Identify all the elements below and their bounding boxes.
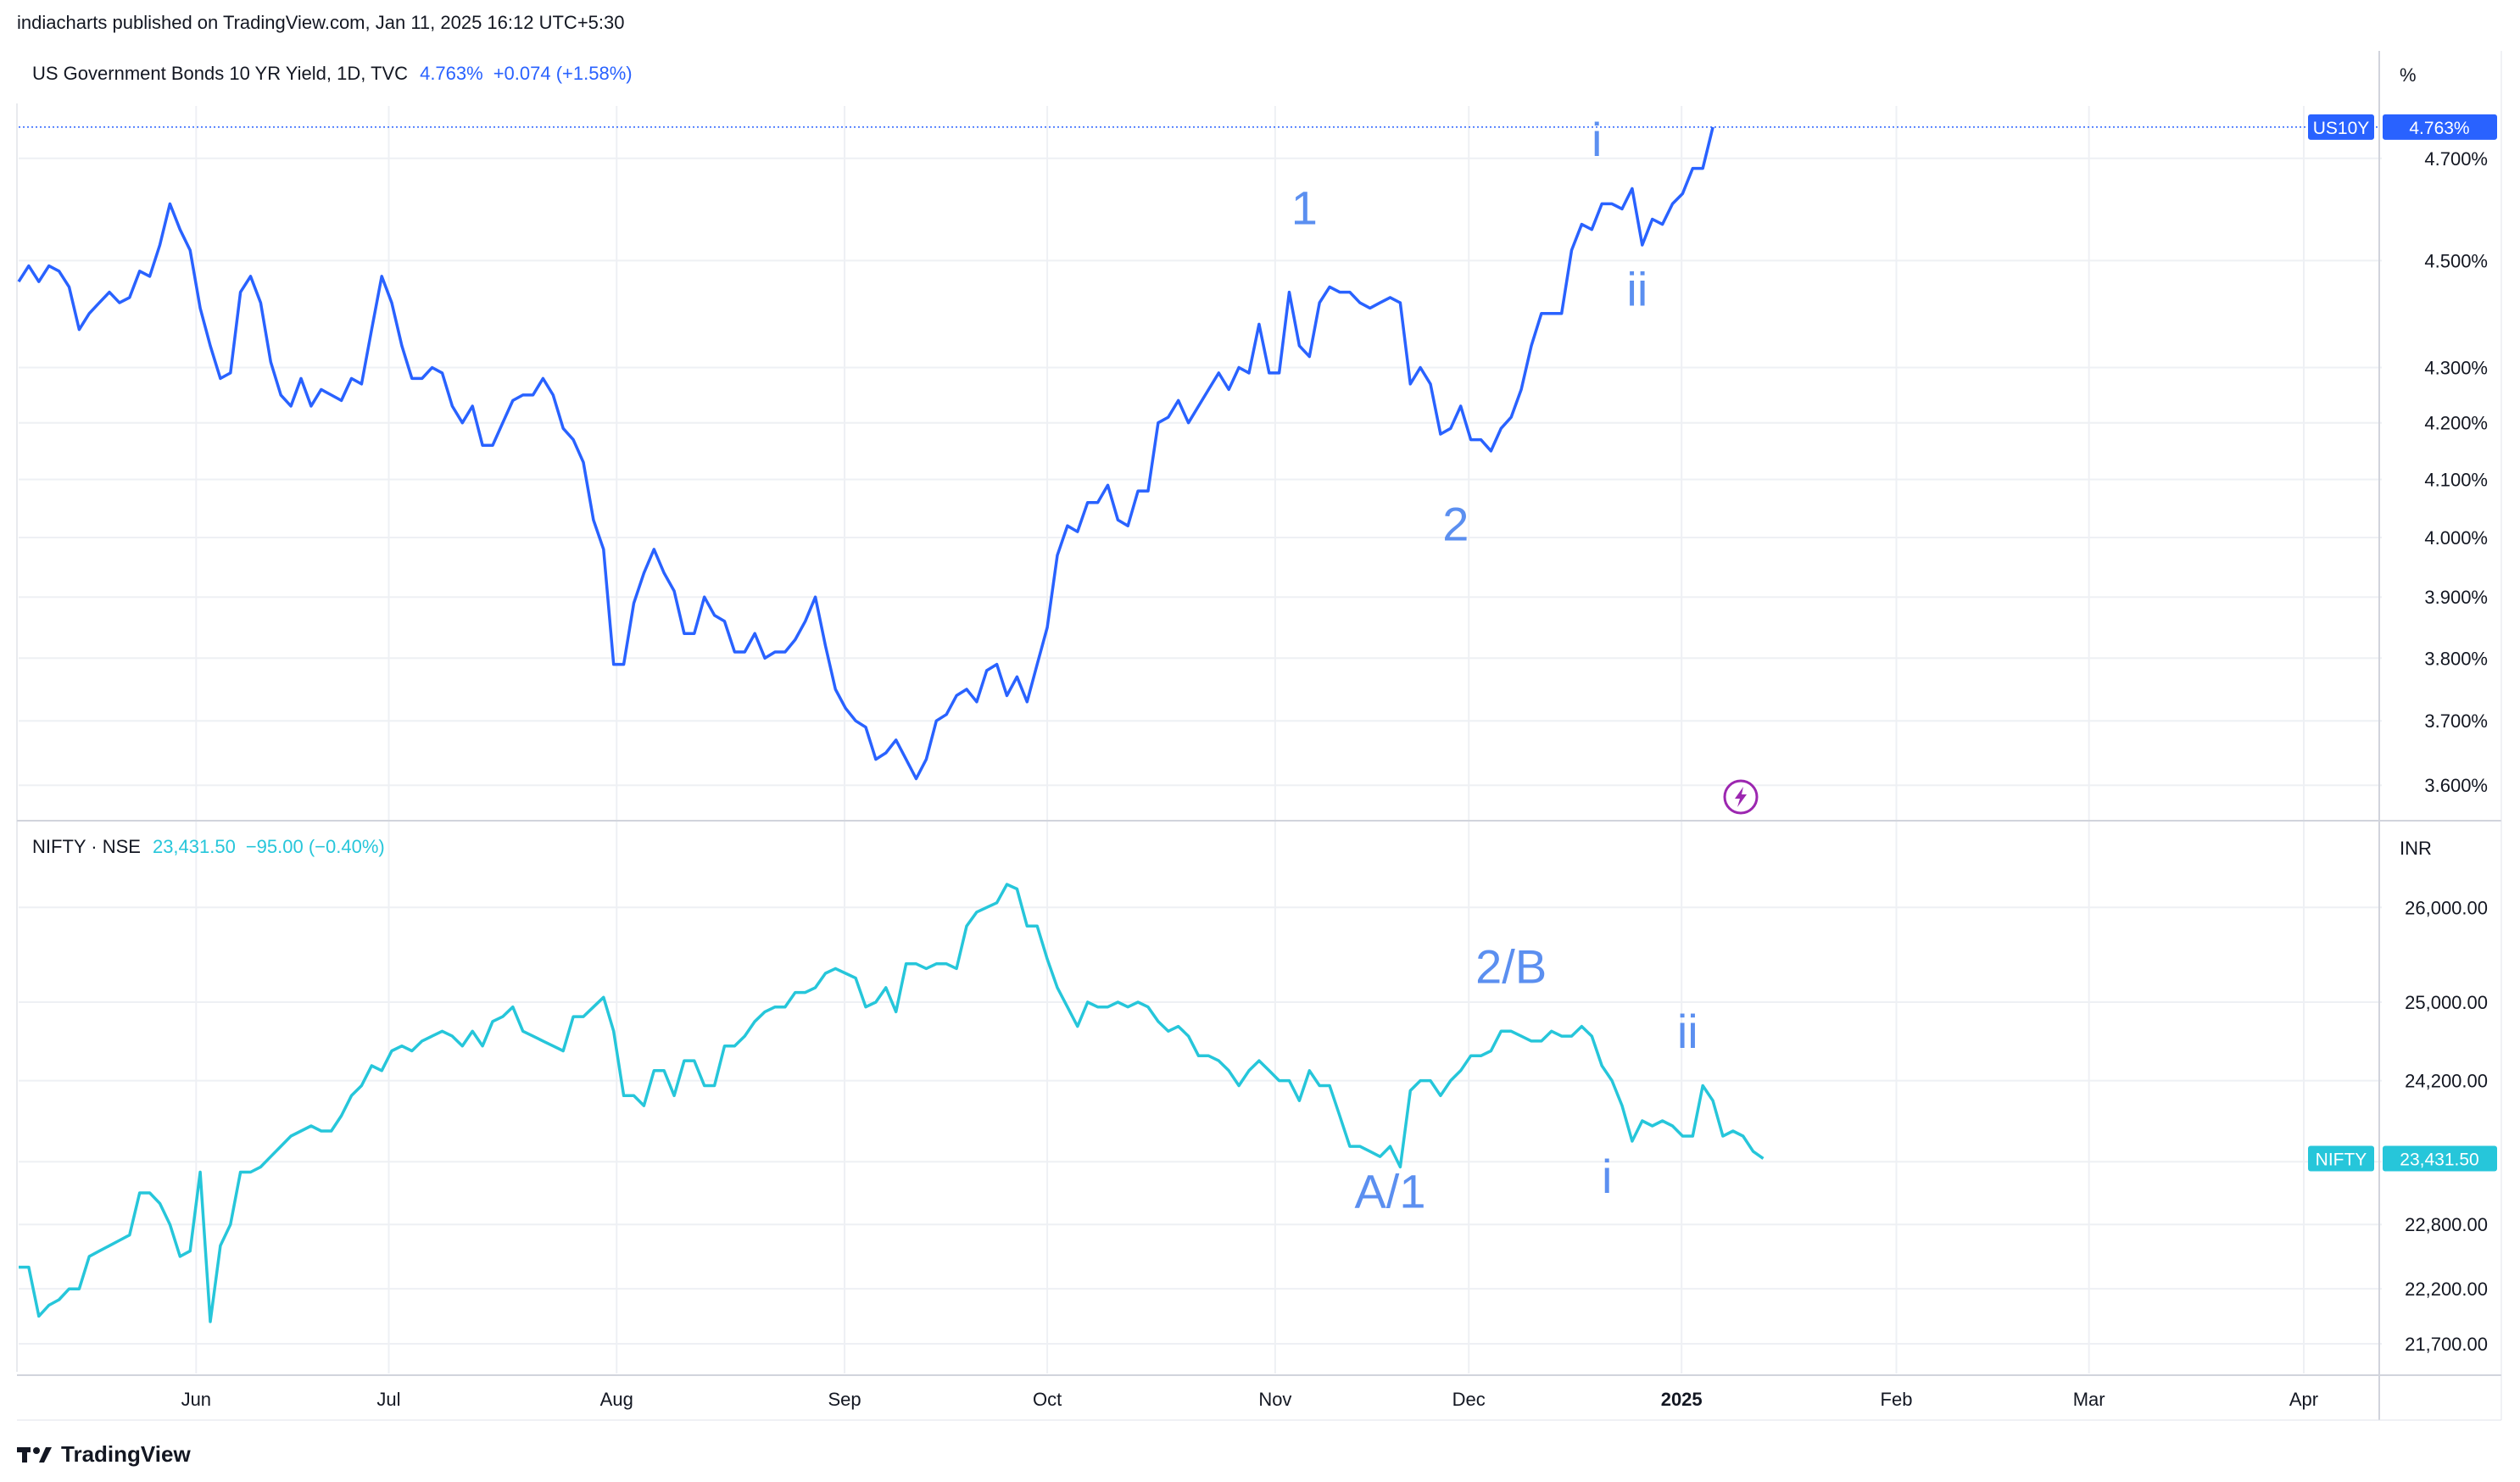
nifty-price-tag[interactable]: [2383, 1145, 2497, 1172]
elliott-wave-label: ii: [1677, 1005, 1698, 1058]
us10y-price-tick-label: 4.200%: [2424, 413, 2488, 434]
us10y-price-tick-label: 4.700%: [2424, 148, 2488, 170]
published-header: indiacharts published on TradingView.com…: [17, 12, 625, 33]
us10y-legend-value: 4.763%: [420, 63, 483, 84]
us10y-price-tick-label: 3.900%: [2424, 587, 2488, 608]
elliott-wave-label: i: [1592, 113, 1602, 166]
lightning-icon[interactable]: [1723, 779, 1759, 815]
time-axis-label: Jun: [181, 1389, 211, 1410]
nifty-price-tick-label: 25,000.00: [2405, 992, 2488, 1013]
us10y-price-tick-label: 3.600%: [2424, 775, 2488, 796]
nifty-symbol-tag[interactable]: [2308, 1145, 2374, 1172]
elliott-wave-label: 1: [1291, 181, 1318, 235]
us10y-symbol-tag[interactable]: [2308, 114, 2374, 140]
time-axis-label: Jul: [376, 1389, 400, 1410]
elliott-wave-label: i: [1602, 1150, 1612, 1203]
time-axis-label: Aug: [600, 1389, 633, 1410]
nifty-series-line: [19, 883, 1765, 1323]
us10y-price-tick-label: 4.500%: [2424, 250, 2488, 271]
nifty-unit-label: INR: [2400, 838, 2432, 859]
nifty-price-tick-label: 22,200.00: [2405, 1279, 2488, 1300]
elliott-wave-label: 2: [1442, 497, 1469, 550]
time-axis-label: Apr: [2289, 1389, 2318, 1410]
time-axis-label: Dec: [1452, 1389, 1486, 1410]
tradingview-logo[interactable]: TradingView: [17, 1441, 191, 1468]
tradingview-logo-icon: [17, 1446, 52, 1462]
elliott-wave-label: 2/B: [1475, 939, 1547, 993]
us10y-unit-label: %: [2400, 64, 2417, 86]
elliott-wave-label: A/1: [1354, 1164, 1425, 1217]
us10y-legend-change: +0.074 (+1.58%): [493, 63, 633, 84]
time-axis-label: Feb: [1881, 1389, 1913, 1410]
us10y-price-tick-label: 3.700%: [2424, 710, 2488, 732]
us10y-legend-title: US Government Bonds 10 YR Yield, 1D, TVC: [32, 63, 408, 84]
nifty-legend-title: NIFTY · NSE: [32, 836, 141, 857]
time-axis-label: Oct: [1033, 1389, 1062, 1410]
nifty-price-tick-label: 21,700.00: [2405, 1334, 2488, 1355]
us10y-price-tag[interactable]: [2383, 114, 2497, 140]
nifty-legend-change: −95.00 (−0.40%): [246, 836, 385, 857]
us10y-legend[interactable]: US Government Bonds 10 YR Yield, 1D, TVC…: [32, 63, 633, 84]
elliott-wave-label: ii: [1626, 262, 1647, 315]
time-axis-label: Mar: [2073, 1389, 2105, 1410]
us10y-price-tag-value: 4.763%: [2409, 119, 2469, 138]
us10y-price-tick-label: 3.800%: [2424, 648, 2488, 669]
us10y-price-tick-label: 4.300%: [2424, 357, 2488, 378]
tradingview-brand: TradingView: [61, 1441, 191, 1467]
us10y-series-line: [17, 126, 1714, 781]
nifty-price-tick-label: 22,800.00: [2405, 1214, 2488, 1235]
us10y-symbol-tag-label: US10Y: [2313, 119, 2370, 138]
nifty-symbol-tag-label: NIFTY: [2316, 1150, 2367, 1169]
time-axis-label: Nov: [1258, 1389, 1291, 1410]
nifty-price-tick-label: 26,000.00: [2405, 897, 2488, 918]
time-axis-label: 2025: [1661, 1389, 1703, 1410]
nifty-legend-value: 23,431.50: [153, 836, 236, 857]
time-axis-label: Sep: [828, 1389, 861, 1410]
nifty-legend[interactable]: NIFTY · NSE 23,431.50 −95.00 (−0.40%): [32, 836, 385, 857]
nifty-price-tag-value: 23,431.50: [2400, 1150, 2478, 1169]
nifty-price-tick-label: 24,200.00: [2405, 1071, 2488, 1092]
us10y-price-tick-label: 4.000%: [2424, 527, 2488, 549]
us10y-price-tick-label: 4.100%: [2424, 470, 2488, 491]
